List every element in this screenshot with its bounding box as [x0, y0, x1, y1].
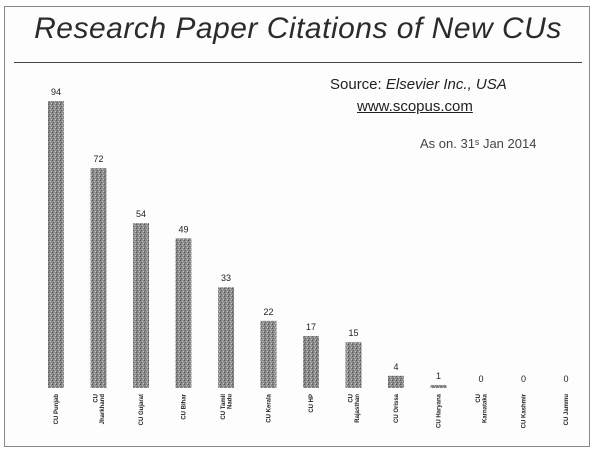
category-label-cu-gujarat: CU Gujarat: [139, 394, 145, 425]
category-label-line: CU Jammu: [564, 394, 570, 426]
category-label-cu-kashmir: CU Kashmir: [522, 393, 528, 428]
category-label-line: CU Kashmir: [522, 393, 528, 428]
category-label-line: CU: [476, 394, 482, 403]
value-label-cu-gujarat: 54: [136, 209, 146, 219]
value-label-cu-tamil-nadu: 33: [221, 273, 231, 283]
category-label-cu-kerala: CU Kerala: [267, 393, 273, 422]
value-label-cu-punjab: 94: [51, 87, 61, 97]
bar-cu-punjab: [48, 101, 64, 388]
category-label-cu-bihar: CU Bihar: [182, 393, 188, 419]
category-label-cu-karnataka: CU Karnataka: [476, 393, 489, 423]
source-attribution: Source: Elsevier Inc., USA: [330, 76, 507, 93]
category-label-line: CU Tamil: [221, 394, 227, 420]
value-labels-group: 94 72 54 49 33 22 17 15 4 1 0 0 0: [51, 87, 569, 384]
category-label-line: CU Bihar: [182, 393, 188, 419]
category-label-cu-tamil-nadu: CU Tamil Nadu: [221, 394, 234, 420]
source-prefix: Source:: [330, 76, 386, 93]
bar-cu-jharkhand: [90, 168, 107, 388]
category-label-line: CU Haryana: [437, 393, 443, 428]
value-label-cu-haryana: 1: [436, 371, 441, 381]
bar-cu-tamil-nadu: [218, 287, 234, 388]
as-on-date: As on. 31ˢ Jan 2014: [420, 136, 537, 151]
category-label-cu-jammu: CU Jammu: [564, 394, 570, 426]
value-label-cu-jammu: 0: [563, 374, 568, 384]
chart-title: Research Paper Citations of New CUs: [34, 12, 562, 45]
bars-group: [48, 101, 447, 388]
category-label-line: CU Punjab: [54, 394, 60, 425]
category-label-cu-hp: CU HP: [309, 394, 315, 413]
bar-cu-hp: [303, 336, 319, 388]
bar-cu-bihar: [175, 238, 192, 388]
category-labels-group: CU Punjab CU Jharkhand CU Gujarat CU Bihar CU…: [54, 393, 570, 428]
category-label-cu-jharkhand: CU Jharkhand: [93, 394, 106, 425]
category-label-cu-rajasthan: CU Rajasthan: [348, 394, 361, 423]
category-label-line: CU Orissa: [394, 393, 400, 423]
source-link[interactable]: www.scopus.com: [357, 98, 473, 115]
category-label-line: CU: [93, 394, 99, 403]
category-label-cu-punjab: CU Punjab: [54, 394, 60, 425]
category-label-cu-orissa: CU Orissa: [394, 393, 400, 423]
category-label-line: Rajasthan: [355, 394, 361, 423]
value-label-cu-kashmir: 0: [521, 374, 526, 384]
bar-cu-haryana: [430, 384, 447, 388]
bar-cu-kerala: [260, 320, 277, 388]
title-divider: [14, 62, 582, 63]
category-label-cu-haryana: CU Haryana: [437, 393, 443, 428]
category-label-line: CU Kerala: [267, 393, 273, 422]
source-organization: Elsevier Inc., USA: [385, 76, 507, 93]
bar-cu-rajasthan: [345, 342, 362, 388]
value-label-cu-hp: 17: [306, 322, 316, 332]
value-label-cu-bihar: 49: [178, 224, 188, 234]
category-label-line: CU Gujarat: [139, 394, 145, 425]
bar-cu-gujarat: [133, 223, 149, 388]
value-label-cu-orissa: 4: [393, 362, 398, 372]
category-label-line: CU: [348, 394, 354, 403]
value-label-cu-jharkhand: 72: [93, 154, 103, 164]
category-label-line: Jharkhand: [100, 394, 106, 425]
category-label-line: Karnataka: [482, 393, 488, 423]
value-label-cu-rajasthan: 15: [348, 328, 358, 338]
value-label-cu-kerala: 22: [263, 307, 273, 317]
value-label-cu-karnataka: 0: [478, 374, 483, 384]
bar-cu-orissa: [388, 375, 404, 388]
category-label-line: CU HP: [309, 394, 315, 413]
category-label-line: Nadu: [227, 394, 233, 409]
